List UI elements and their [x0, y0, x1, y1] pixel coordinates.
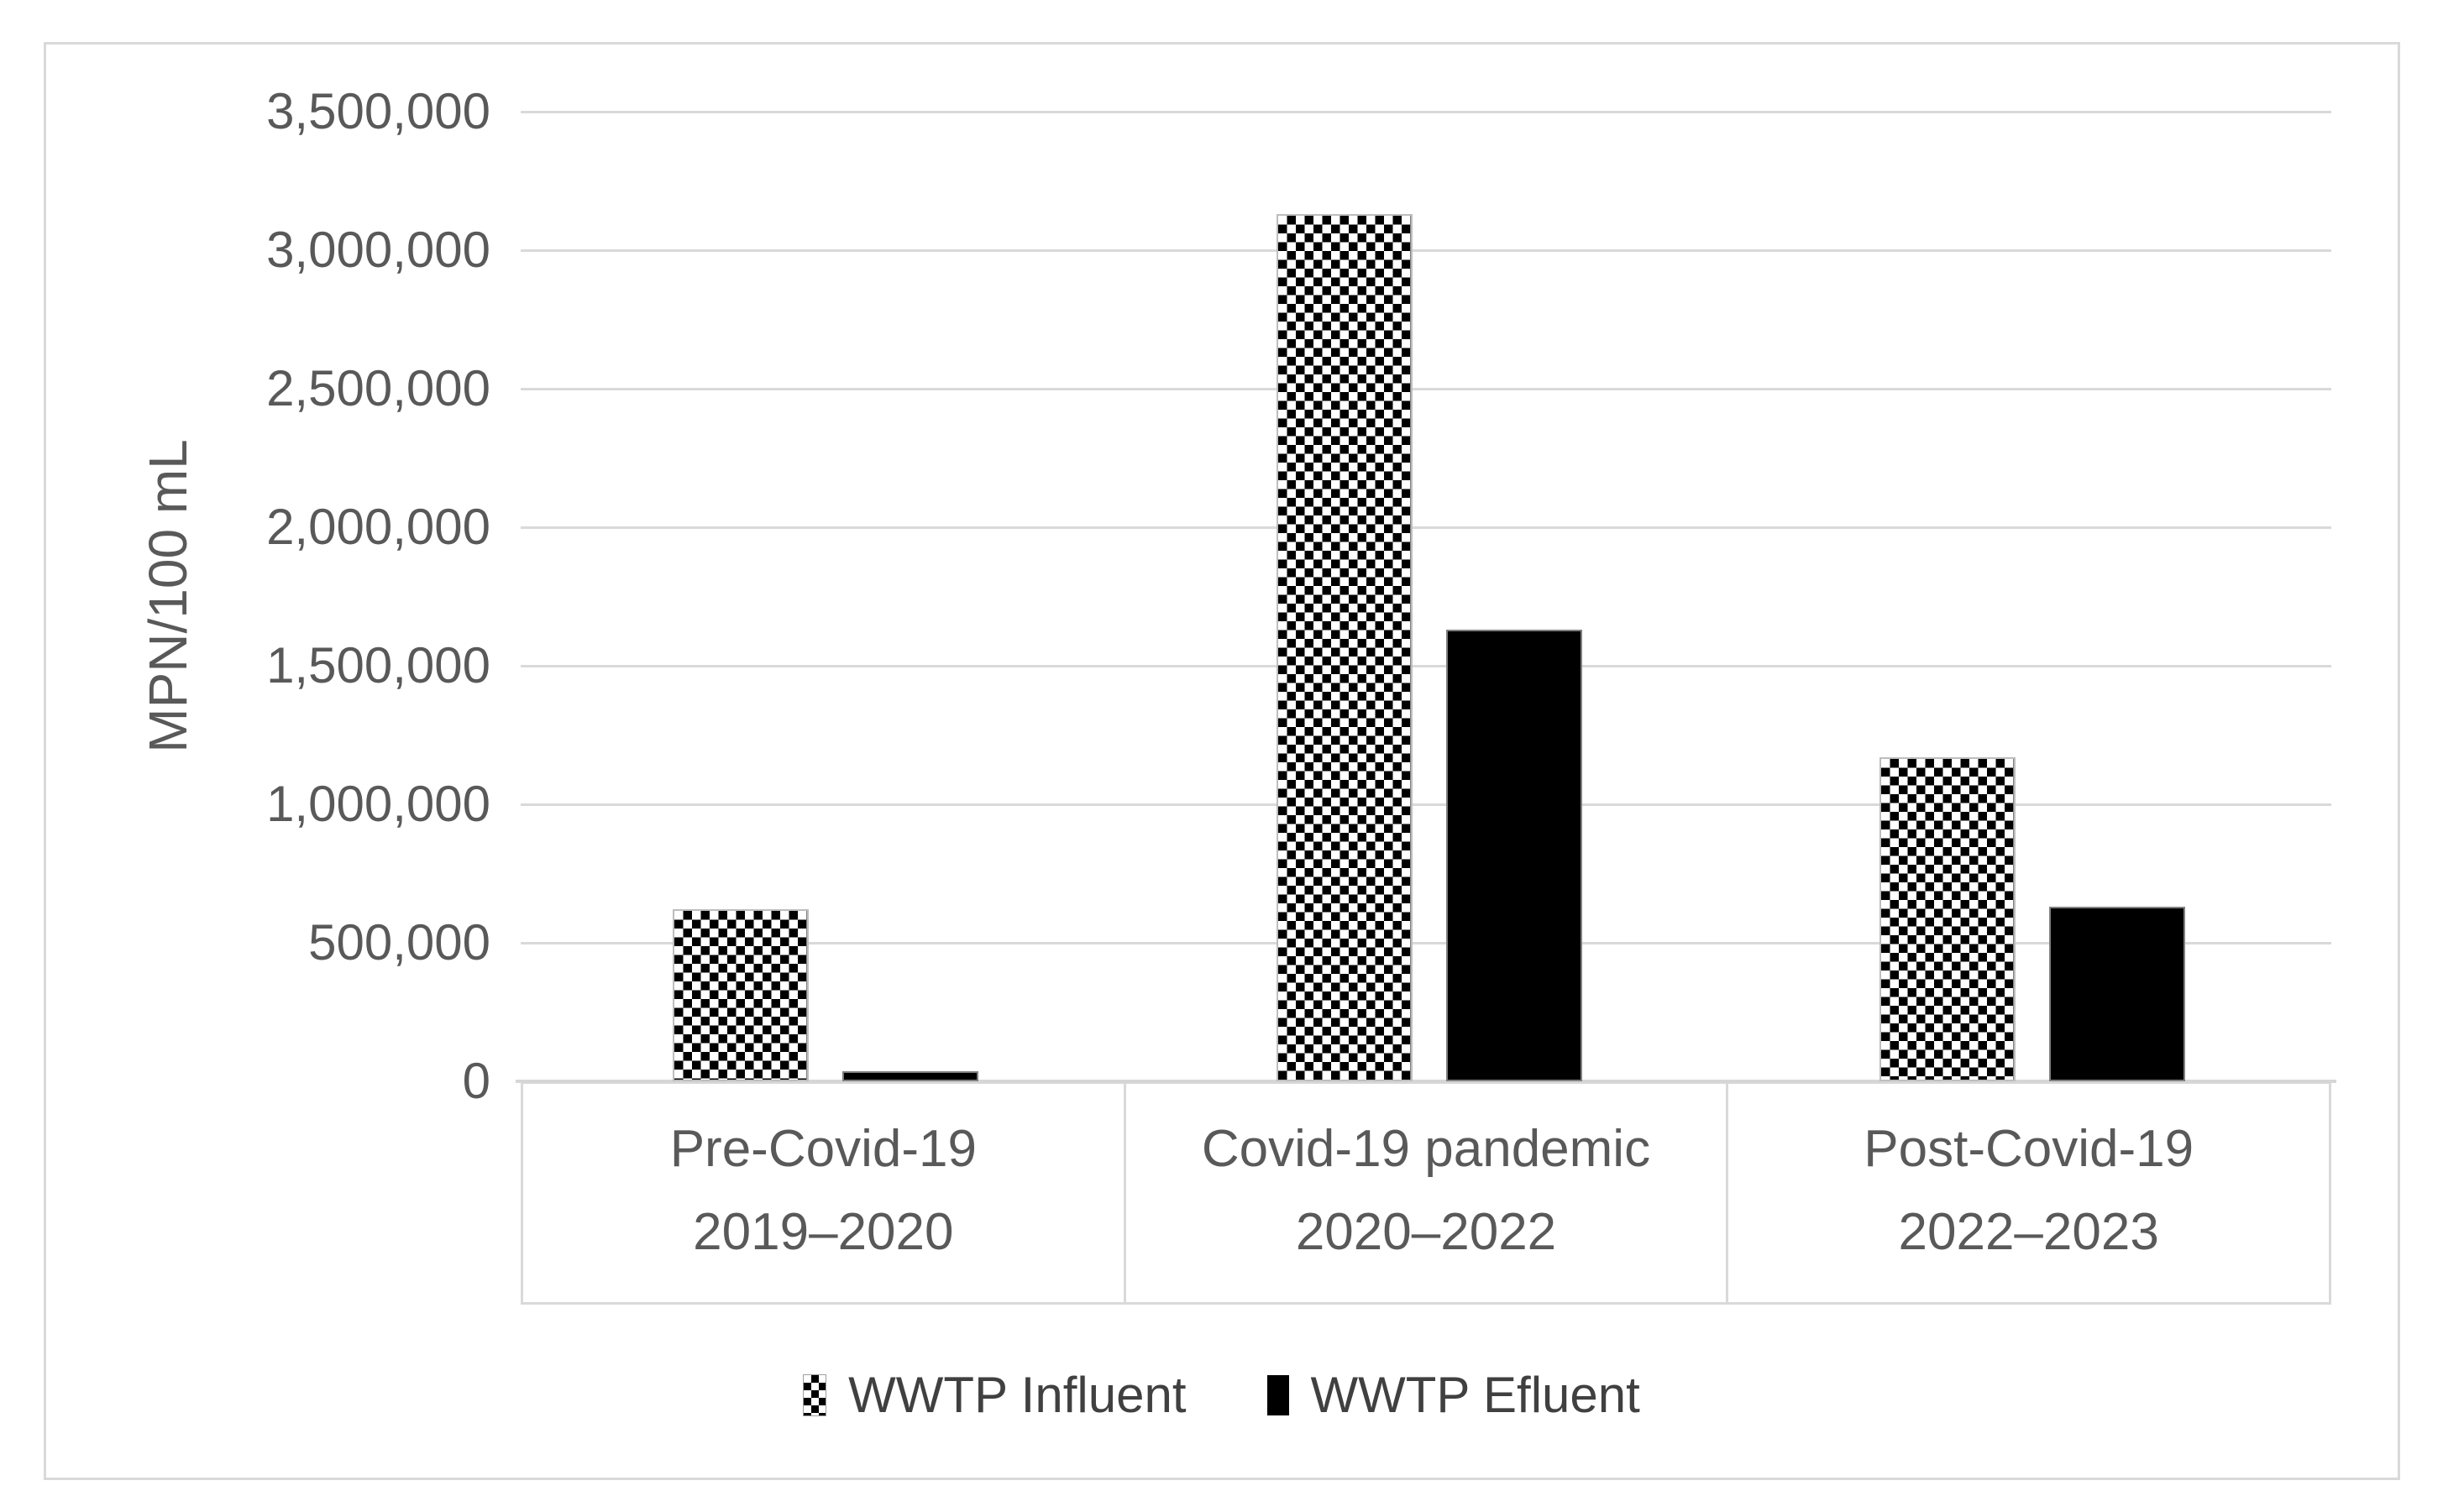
category-sublabel: 2019–2020: [693, 1202, 954, 1261]
y-tick-label: 1,000,000: [266, 776, 490, 832]
y-tick-label: 3,500,000: [266, 83, 490, 139]
y-tick-label: 500,000: [308, 914, 490, 971]
legend: WWTP Influent WWTP Efluent: [0, 1353, 2443, 1437]
gridline: [521, 942, 2331, 944]
category-label: Covid-19 pandemic: [1201, 1119, 1651, 1178]
bar-wwtp-efluent: [1446, 630, 1582, 1081]
gridline: [521, 665, 2331, 667]
gridline: [521, 249, 2331, 252]
legend-label-efluent: WWTP Efluent: [1310, 1367, 1640, 1423]
bar-wwtp-efluent: [2049, 907, 2185, 1081]
legend-swatch-checker-icon: [803, 1374, 827, 1416]
bar-wwtp-influent: [1277, 214, 1413, 1081]
category-cell: Covid-19 pandemic 2020–2022: [1123, 1084, 1727, 1302]
bar-wwtp-influent: [673, 909, 809, 1081]
category-sublabel: 2020–2022: [1295, 1202, 1557, 1261]
gridline: [521, 388, 2331, 390]
bar-wwtp-influent: [1879, 757, 2016, 1081]
y-tick-label: 2,000,000: [266, 499, 490, 555]
category-sublabel: 2022–2023: [1898, 1202, 2159, 1261]
y-tick-label: 3,000,000: [266, 222, 490, 278]
category-cell: Pre-Covid-19 2019–2020: [523, 1084, 1124, 1302]
x-axis-line: [516, 1080, 2336, 1083]
y-axis-title: MPN/100 mL: [138, 439, 198, 753]
gridline: [521, 111, 2331, 113]
legend-label-influent: WWTP Influent: [848, 1367, 1187, 1423]
y-tick-label: 0: [462, 1053, 490, 1109]
legend-item-influent: WWTP Influent: [803, 1367, 1187, 1423]
category-axis-band: Pre-Covid-19 2019–2020 Covid-19 pandemic 20…: [521, 1081, 2331, 1305]
legend-item-efluent: WWTP Efluent: [1266, 1367, 1640, 1423]
gridline: [521, 526, 2331, 529]
legend-swatch-solid-icon: [1266, 1375, 1289, 1415]
y-tick-label: 1,500,000: [266, 637, 490, 693]
category-cell: Post-Covid-19 2022–2023: [1726, 1084, 2329, 1302]
category-label: Pre-Covid-19: [669, 1119, 977, 1178]
bar-wwtp-efluent: [842, 1071, 978, 1081]
category-label: Post-Covid-19: [1864, 1119, 2194, 1178]
y-tick-label: 2,500,000: [266, 360, 490, 416]
gridline: [521, 803, 2331, 806]
